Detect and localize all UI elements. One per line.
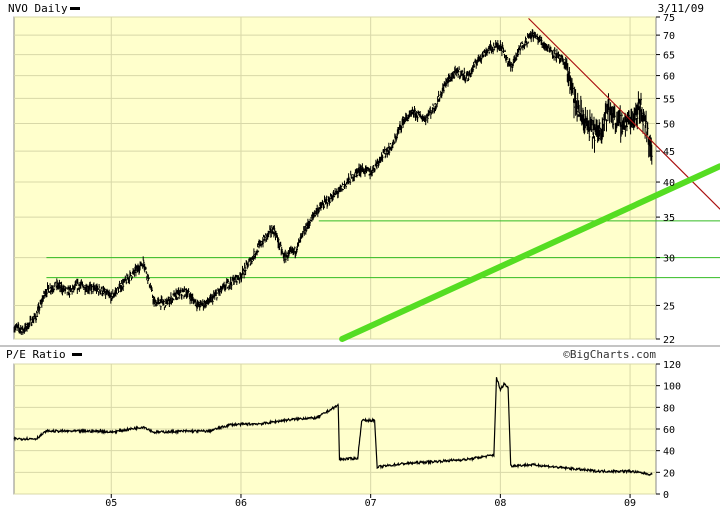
pe-tick-label: 80 <box>663 403 675 414</box>
price-tick-label: 40 <box>663 178 675 189</box>
price-tick-label: 22 <box>663 335 675 346</box>
price-grid <box>14 16 656 340</box>
price-panel-header <box>0 0 720 15</box>
price-tick-label: 30 <box>663 254 675 265</box>
price-tick-label: 55 <box>663 94 675 105</box>
trendlines <box>339 18 720 342</box>
price-tick-label: 50 <box>663 119 675 130</box>
pe-tick-label: 100 <box>663 382 681 393</box>
resistance-trendline <box>528 18 720 210</box>
price-y-axis: 22 25 30 35 40 45 50 55 60 65 70 75 <box>656 13 675 346</box>
pe-y-axis: 0 20 40 60 80 100 120 <box>656 360 681 501</box>
price-tick-label: 60 <box>663 72 675 83</box>
x-tick-label: 05 <box>105 498 117 509</box>
pe-tick-label: 120 <box>663 360 681 371</box>
chart-date: 3/11/09 <box>658 2 704 15</box>
support-resistance-levels <box>46 220 720 279</box>
x-tick-label: 08 <box>494 498 506 509</box>
x-tick-label: 09 <box>624 498 636 509</box>
price-tick-label: 45 <box>663 147 675 158</box>
price-series <box>13 29 653 335</box>
pe-tick-label: 0 <box>663 490 669 501</box>
pe-grid <box>14 363 656 495</box>
x-tick-label: 06 <box>235 498 247 509</box>
price-tick-label: 70 <box>663 31 675 42</box>
pe-tick-label: 40 <box>663 447 675 458</box>
source-credit: ©BigCharts.com <box>563 348 656 361</box>
legend-swatch <box>70 7 80 10</box>
x-axis: 05 06 07 08 09 <box>105 494 636 509</box>
pe-series <box>13 377 653 477</box>
pe-tick-label: 60 <box>663 425 675 436</box>
lower-legend-swatch <box>72 353 82 356</box>
pe-ratio-line <box>13 377 653 477</box>
price-tick-label: 65 <box>663 51 675 62</box>
price-plot-area <box>13 16 657 340</box>
pe-tick-label: 20 <box>663 468 675 479</box>
chart-title: NVO Daily <box>8 2 68 15</box>
price-bars <box>13 29 653 335</box>
price-tick-label: 35 <box>663 213 675 224</box>
support-trendline <box>339 163 720 342</box>
price-tick-label: 25 <box>663 301 675 312</box>
lower-panel-title: P/E Ratio <box>6 348 66 361</box>
price-tick-label: 75 <box>663 13 675 24</box>
x-tick-label: 07 <box>365 498 377 509</box>
